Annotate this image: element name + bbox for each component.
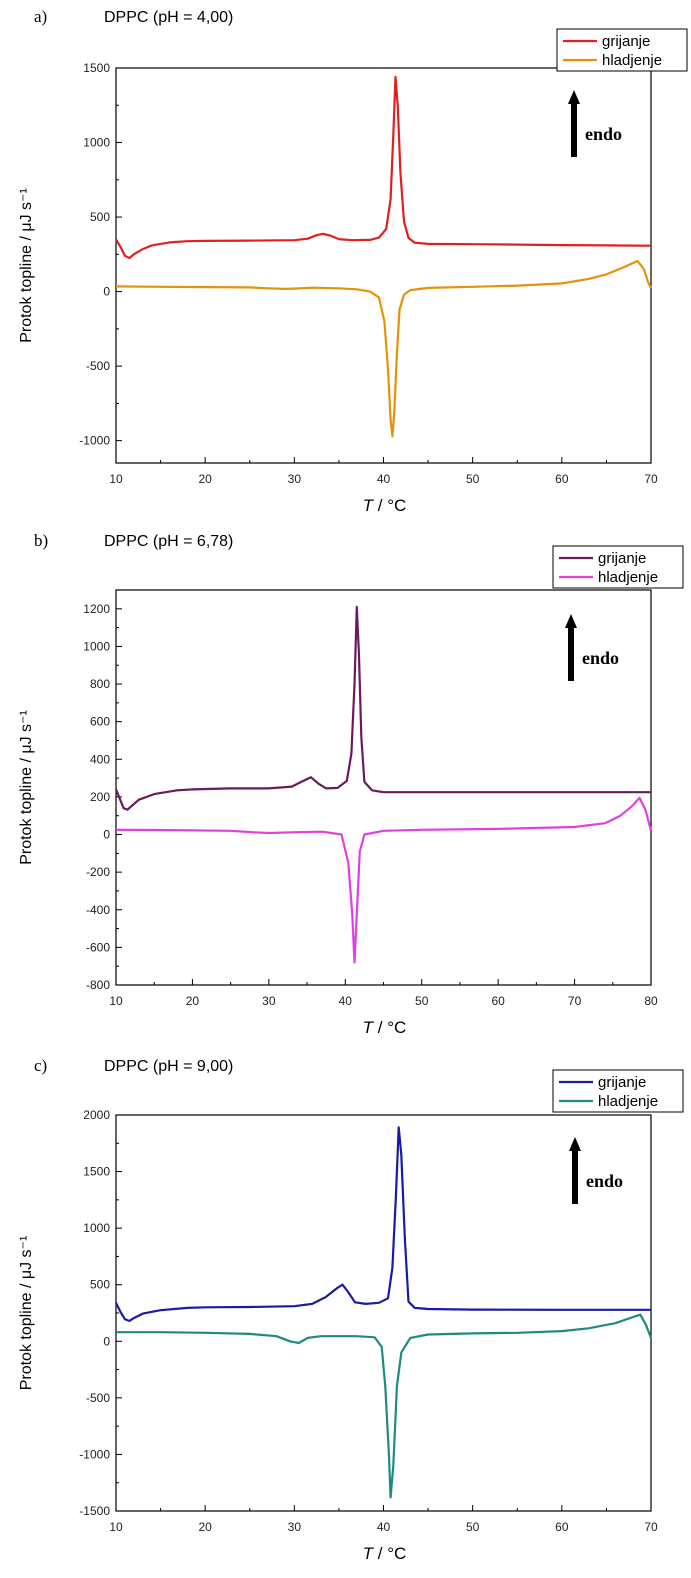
x-tick-label: 60 bbox=[555, 472, 569, 486]
y-tick-label: 2000 bbox=[83, 1108, 110, 1122]
legend bbox=[552, 545, 684, 589]
y-tick-label: -1000 bbox=[79, 1447, 110, 1461]
series-line-grijanje bbox=[114, 605, 651, 811]
up-arrow-icon bbox=[568, 90, 580, 104]
series-line-grijanje bbox=[115, 1126, 651, 1322]
y-tick-label: 0 bbox=[103, 828, 110, 842]
series-line-hladjenje bbox=[115, 796, 653, 964]
y-tick-label: -1000 bbox=[79, 434, 110, 448]
x-tick-label: 70 bbox=[568, 994, 582, 1008]
chart-panel-2: c) DPPC (pH = 9,00) 10 20 30 40 50 60 70 -1500 -10… bbox=[18, 1056, 684, 1563]
x-tick-label: 60 bbox=[555, 1520, 569, 1534]
y-tick-label: 1000 bbox=[83, 1221, 110, 1235]
legend-label: hladjenje bbox=[598, 1093, 658, 1110]
y-axis-label: Protok topline / μJ s⁻¹ bbox=[18, 188, 35, 343]
x-tick-label: 50 bbox=[466, 1520, 480, 1534]
plot-frame bbox=[115, 67, 652, 464]
endo-annotation: endo bbox=[586, 1171, 623, 1191]
x-tick-label: 50 bbox=[466, 472, 480, 486]
y-tick-label: 1200 bbox=[83, 602, 110, 616]
y-tick-label: -800 bbox=[86, 978, 110, 992]
y-tick-label: 0 bbox=[103, 1334, 110, 1348]
legend bbox=[552, 1069, 684, 1113]
y-tick-label: -1500 bbox=[79, 1504, 110, 1518]
panel-label: b) bbox=[34, 531, 48, 550]
chart-panel-1: b) DPPC (pH = 6,78) 10 20 30 40 50 60 70 80 -800 -6… bbox=[18, 531, 684, 1037]
y-tick-label: 1500 bbox=[83, 61, 110, 75]
x-tick-label: 10 bbox=[109, 472, 123, 486]
y-tick-label: -400 bbox=[86, 903, 110, 917]
y-tick-label: -200 bbox=[86, 865, 110, 879]
y-axis-label: Protok topline / μJ s⁻¹ bbox=[18, 1236, 35, 1391]
legend-label: grijanje bbox=[598, 1074, 646, 1091]
series-line-hladjenje bbox=[115, 259, 652, 438]
y-tick-label: 1000 bbox=[83, 639, 110, 653]
x-axis-label: T / °C bbox=[363, 1018, 407, 1037]
legend-label: hladjenje bbox=[598, 569, 658, 586]
y-tick-label: -500 bbox=[86, 1391, 110, 1405]
y-tick-label: 1500 bbox=[83, 1165, 110, 1179]
endo-annotation: endo bbox=[585, 124, 622, 144]
arrow-shaft bbox=[568, 627, 574, 681]
endo-annotation: endo bbox=[582, 648, 619, 668]
y-tick-label: 500 bbox=[90, 1278, 110, 1292]
y-tick-label: 800 bbox=[90, 677, 110, 691]
x-axis-label: T / °C bbox=[363, 1544, 407, 1563]
series-line-grijanje bbox=[115, 75, 652, 260]
panel-label: a) bbox=[34, 7, 47, 26]
legend-label: hladjenje bbox=[602, 52, 662, 69]
x-tick-label: 30 bbox=[288, 472, 302, 486]
legend bbox=[556, 28, 688, 72]
y-tick-label: 500 bbox=[90, 210, 110, 224]
x-tick-label: 50 bbox=[415, 994, 429, 1008]
legend-label: grijanje bbox=[598, 550, 646, 567]
x-tick-label: 30 bbox=[262, 994, 276, 1008]
legend-label: grijanje bbox=[602, 33, 650, 50]
y-tick-label: 400 bbox=[90, 752, 110, 766]
y-axis-label: Protok topline / μJ s⁻¹ bbox=[18, 710, 35, 865]
y-tick-label: -600 bbox=[86, 940, 110, 954]
panel-label: c) bbox=[34, 1056, 47, 1075]
x-tick-label: 40 bbox=[377, 1520, 391, 1534]
x-tick-label: 30 bbox=[288, 1520, 302, 1534]
y-tick-label: 1000 bbox=[83, 136, 110, 150]
chart-title: DPPC (pH = 6,78) bbox=[104, 533, 233, 550]
x-axis-label: T / °C bbox=[363, 496, 407, 515]
x-tick-label: 80 bbox=[644, 994, 658, 1008]
y-tick-label: 600 bbox=[90, 715, 110, 729]
arrow-shaft bbox=[572, 1150, 578, 1204]
y-tick-label: 0 bbox=[103, 285, 110, 299]
x-tick-label: 10 bbox=[109, 994, 123, 1008]
y-tick-label: -500 bbox=[86, 359, 110, 373]
x-tick-label: 20 bbox=[186, 994, 200, 1008]
x-tick-label: 70 bbox=[644, 472, 658, 486]
x-tick-label: 20 bbox=[198, 472, 212, 486]
y-tick-label: 200 bbox=[90, 790, 110, 804]
x-tick-label: 40 bbox=[339, 994, 353, 1008]
chart-panel-0: a) DPPC (pH = 4,00) 10 20 30 40 50 60 70 -1000 -50… bbox=[18, 7, 688, 515]
x-tick-label: 70 bbox=[644, 1520, 658, 1534]
arrow-shaft bbox=[571, 103, 577, 157]
up-arrow-icon bbox=[569, 1137, 581, 1151]
series-line-hladjenje bbox=[116, 1313, 653, 1499]
up-arrow-icon bbox=[565, 614, 577, 628]
x-tick-label: 40 bbox=[377, 472, 391, 486]
x-tick-label: 20 bbox=[198, 1520, 212, 1534]
chart-title: DPPC (pH = 4,00) bbox=[104, 9, 233, 26]
plot-frame bbox=[115, 1114, 652, 1512]
x-tick-label: 10 bbox=[109, 1520, 123, 1534]
chart-title: DPPC (pH = 9,00) bbox=[104, 1058, 233, 1075]
x-tick-label: 60 bbox=[491, 994, 505, 1008]
